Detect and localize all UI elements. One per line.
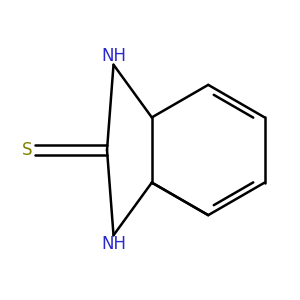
Text: S: S [22,141,33,159]
Text: NH: NH [101,236,126,253]
Text: NH: NH [101,46,126,64]
